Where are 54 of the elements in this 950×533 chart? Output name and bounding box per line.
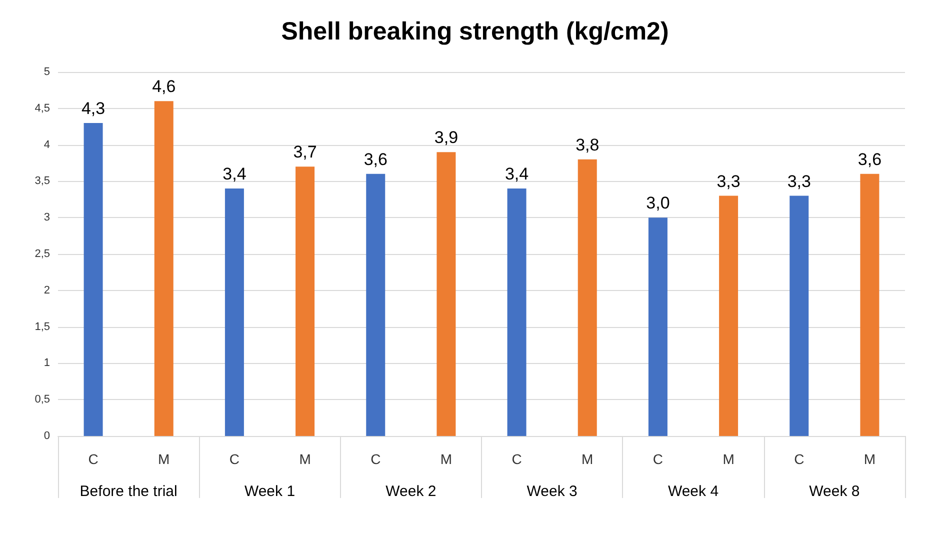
data-label: 3,3: [787, 172, 811, 191]
data-label: 4,6: [152, 77, 176, 96]
text: C: [512, 451, 522, 467]
data-label: 3,6: [858, 150, 882, 169]
x-tick-label: Week 2: [386, 483, 436, 500]
y-tick-label: 0,5: [34, 394, 50, 406]
bar: [578, 159, 597, 436]
text: C: [370, 451, 381, 467]
data-label: 3,4: [504, 164, 529, 184]
text: M: [299, 451, 311, 467]
y-tick-label: 5: [44, 66, 50, 78]
bar: [436, 152, 456, 436]
series-label: C: [88, 451, 98, 467]
y-tick-label: 1,5: [34, 320, 50, 333]
bar: [648, 218, 668, 436]
bar: [224, 188, 244, 436]
text: M: [722, 451, 734, 467]
x-tick-label: Before the trial: [80, 483, 178, 500]
y-tick-label: 4: [44, 138, 50, 151]
data-label: 3,9: [434, 128, 458, 148]
text: M: [440, 451, 452, 467]
bar: [507, 188, 526, 436]
data-label: 3,6: [364, 150, 388, 169]
data-label: 3,3: [716, 172, 740, 191]
y-tick-label: 3,5: [34, 175, 50, 188]
bar: [84, 122, 103, 436]
y-tick-label: 1: [44, 357, 50, 370]
data-label: 3,0: [646, 194, 670, 213]
x-tick-label: Week 4: [668, 483, 719, 500]
text: C: [229, 451, 240, 467]
text: M: [582, 451, 594, 467]
data-label: 3,7: [293, 142, 317, 162]
data-label: 3,8: [576, 135, 600, 154]
x-tick-label: Week 1: [244, 483, 296, 500]
bar: [790, 196, 809, 436]
bar: [719, 196, 738, 436]
y-tick-label: 3: [44, 212, 50, 224]
x-tick-label: Week 3: [526, 483, 578, 500]
bar: [154, 101, 174, 436]
data-label: 4,3: [81, 98, 106, 118]
data-label: 3,4: [222, 164, 246, 184]
text: M: [864, 451, 876, 467]
y-tick-label: 4,5: [34, 102, 50, 114]
y-tick-label: 0: [44, 430, 50, 442]
bar: [366, 174, 386, 436]
y-tick-label: 2: [44, 284, 50, 296]
bar: [296, 166, 315, 436]
y-tick-label: 2,5: [34, 248, 50, 260]
chart-title: Shell breaking strength (kg/cm2): [281, 18, 669, 46]
text: C: [794, 451, 804, 467]
text: C: [652, 451, 664, 467]
x-tick-label: Week 8: [809, 483, 860, 500]
bar: [860, 174, 880, 436]
series-label: M: [158, 451, 170, 467]
